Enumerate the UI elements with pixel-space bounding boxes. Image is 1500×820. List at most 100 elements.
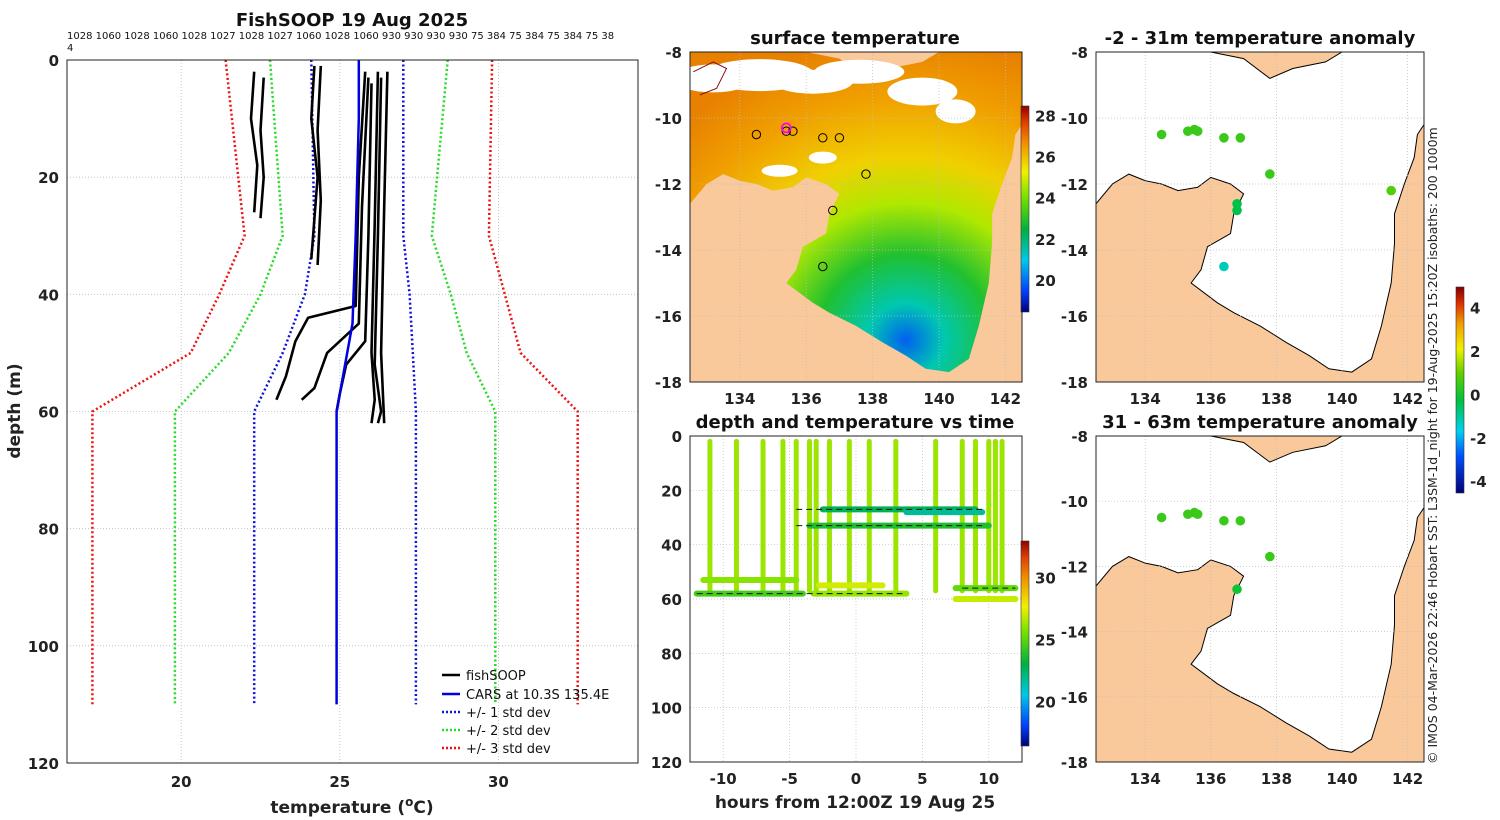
legend-item-std1: +/- 1 std dev <box>442 706 551 721</box>
legend-item-std3: +/- 3 std dev <box>442 742 551 757</box>
depth-time-colorbar-tick-label: 25 <box>1035 631 1056 649</box>
anomaly-point <box>1219 515 1229 526</box>
depth-time-xtick-label: 5 <box>917 770 927 788</box>
anomaly-colorbar <box>1455 286 1465 494</box>
anomaly-colorbar-tick-label: 4 <box>1470 300 1480 318</box>
map-lat-label: -10 <box>1061 493 1088 511</box>
std-dev-line <box>402 60 418 705</box>
fishsoop-profile-line <box>300 77 370 401</box>
profile-xtick-label: 30 <box>488 773 509 791</box>
map-lat-label: -12 <box>1061 176 1088 194</box>
depth-time-ytick-label: 0 <box>672 428 682 446</box>
profile-ytick-label: 120 <box>28 755 59 773</box>
map-lat-label: -8 <box>1071 44 1088 62</box>
profile-ytick-label: 40 <box>38 286 59 304</box>
profile-xlabel-pre: temperature ( <box>270 798 405 818</box>
profile-xlabel-post: C) <box>413 798 433 818</box>
depth-time-panel: depth and temperature vs time -10 -5 0 5 100… <box>651 412 1056 813</box>
depth-time-colorbar-ticks: 20 25 30 <box>1035 569 1056 711</box>
anomaly-point <box>1232 584 1242 595</box>
anomaly-shallow-panel: -2 - 31m temperature anomaly 134 136 138 14… <box>1061 28 1425 408</box>
legend-label-cars: CARS at 10.3S 135.4E <box>466 688 609 703</box>
sst-colorbar-tick-label: 22 <box>1035 231 1056 249</box>
profile-xtick-label: 25 <box>329 773 350 791</box>
fishsoop-profile-line <box>373 77 383 424</box>
anomaly-colorbar-tick-label: -4 <box>1470 473 1487 491</box>
map-lon-label: 142 <box>1392 770 1423 788</box>
anomaly-point <box>1265 551 1275 562</box>
profile-ytick-label: 20 <box>38 169 59 187</box>
map-lat-label: -18 <box>1061 754 1088 772</box>
cloud-patch <box>808 151 837 164</box>
map-lat-label: -8 <box>1071 428 1088 446</box>
anomaly-shallow-grid <box>1096 52 1424 382</box>
anomaly-shallow-ticks: 134 136 138 140 142 -8 -10 -12 -14 -16 -18 <box>1061 44 1423 408</box>
depth-time-ytick-label: 100 <box>651 700 682 718</box>
anomaly-point <box>1156 129 1167 140</box>
anomaly-deep-panel: 31 - 63m temperature anomaly 134 136 138 14… <box>1061 412 1425 788</box>
cloud-patch <box>935 99 976 124</box>
sst-grid <box>690 52 1022 382</box>
map-lat-label: -10 <box>655 110 682 128</box>
map-lon-label: 138 <box>857 390 888 408</box>
profile-ytick-label: 60 <box>38 404 59 422</box>
map-lon-label: 142 <box>1392 390 1423 408</box>
sst-colorbar-tick-label: 26 <box>1035 149 1056 167</box>
profile-legend: fishSOOP CARS at 10.3S 135.4E +/- 1 std … <box>442 669 609 757</box>
anomaly-deep-map <box>1096 436 1424 762</box>
map-lat-label: -18 <box>655 374 682 392</box>
profile-axes-frame <box>66 59 639 764</box>
anomaly-point <box>1192 126 1203 136</box>
map-lat-label: -18 <box>1061 374 1088 392</box>
anomaly-shallow-map <box>1096 52 1424 382</box>
profile-title: FishSOOP 19 Aug 2025 <box>236 10 468 31</box>
anomaly-shallow-title: -2 - 31m temperature anomaly <box>1105 28 1416 49</box>
depth-time-ytick-label: 80 <box>661 645 682 663</box>
credit-text: © IMOS 04-Mar-2026 22:46 Hobart SST: L3S… <box>1425 127 1440 764</box>
map-lon-label: 134 <box>1130 390 1161 408</box>
anomaly-deep-grid <box>1096 436 1424 762</box>
profile-ticks: 20 25 30 0 20 40 60 80 100 120 <box>28 52 509 791</box>
anomaly-deep-frame <box>1095 435 1425 763</box>
anomaly-shallow-points <box>1156 124 1396 272</box>
map-lon-label: 140 <box>1326 390 1357 408</box>
profile-location-marker <box>818 133 828 143</box>
map-lon-label: 138 <box>1261 390 1292 408</box>
profile-location-marker <box>828 205 838 216</box>
map-lon-label: 136 <box>1195 770 1226 788</box>
anomaly-point <box>1232 205 1242 216</box>
map-lat-label: -10 <box>1061 110 1088 128</box>
anomaly-point <box>1265 169 1275 179</box>
anomaly-colorbar-tick-label: 0 <box>1470 386 1480 404</box>
map-lat-label: -12 <box>655 176 682 194</box>
legend-label-std1: +/- 1 std dev <box>466 706 551 721</box>
sst-map-ticks: 134 136 138 140 142 -8 -10 -12 -14 -16 -18 <box>655 44 1021 408</box>
fishsoop-profile-line <box>379 71 389 424</box>
anomaly-point <box>1235 133 1246 143</box>
anomaly-point <box>1192 509 1203 520</box>
anomaly-point <box>1235 515 1246 526</box>
fishsoop-profile-line <box>370 71 380 424</box>
sst-profile-markers <box>751 122 871 272</box>
map-lat-label: -16 <box>1061 308 1088 326</box>
std-dev-line <box>252 60 316 705</box>
depth-time-colorbar-tick-label: 20 <box>1035 694 1056 712</box>
depth-time-ytick-label: 20 <box>661 482 682 500</box>
std-dev-line <box>487 60 579 705</box>
anomaly-point <box>1219 261 1229 272</box>
profile-ytick-label: 0 <box>49 52 59 70</box>
anomaly-point <box>1232 199 1242 209</box>
cloud-patch <box>761 164 798 177</box>
sst-colorbar-ticks: 20 22 24 26 28 <box>1035 107 1056 290</box>
fishsoop-profile-line <box>275 71 367 401</box>
anomaly-point <box>1386 185 1396 196</box>
map-lon-label: 136 <box>1195 390 1226 408</box>
sst-colorbar-tick-label: 28 <box>1035 107 1056 125</box>
depth-time-xtick-label: -5 <box>781 770 798 788</box>
profile-xtick-label: 20 <box>171 773 192 791</box>
map-lon-label: 140 <box>923 390 954 408</box>
map-lat-label: -14 <box>1061 624 1088 642</box>
anomaly-point <box>1219 133 1229 143</box>
map-lat-label: -8 <box>665 44 682 62</box>
